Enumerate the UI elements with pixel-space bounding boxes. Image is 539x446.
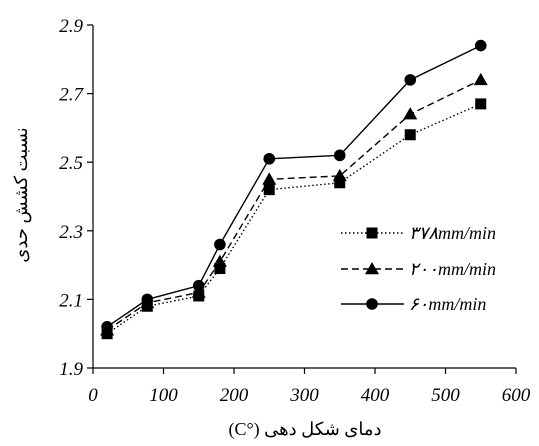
data-point: [192, 279, 205, 292]
series-line: [106, 44, 482, 328]
series-2: [100, 72, 488, 336]
data-point: [101, 321, 113, 333]
y-tick-label: 2.3: [59, 222, 83, 243]
legend-item: ۶۰mm/min: [341, 294, 486, 314]
data-point: [214, 263, 226, 275]
y-tick-label: 2.9: [59, 16, 83, 37]
x-tick-label: 200: [220, 385, 249, 406]
x-tick-label: 0: [88, 385, 98, 406]
data-point: [475, 98, 487, 110]
legend-marker: [365, 262, 379, 275]
series-layer: [100, 39, 488, 340]
data-point: [473, 72, 488, 86]
data-point: [404, 74, 417, 86]
data-point: [404, 129, 416, 141]
data-point: [334, 177, 346, 189]
data-point: [332, 168, 347, 182]
x-axis-title: دمای شکل دهی (°C): [228, 419, 381, 440]
legend-item: ۳۷۸mm/min: [341, 223, 496, 243]
x-tick-label: 600: [502, 385, 531, 406]
y-tick-label: 1.9: [59, 359, 83, 380]
legend-item: ۲۰۰mm/min: [341, 259, 496, 279]
legend-label: ۶۰mm/min: [409, 294, 486, 314]
legend-label: ۲۰۰mm/min: [409, 259, 496, 279]
data-point: [263, 152, 276, 165]
y-tick-label: 2.5: [59, 153, 83, 174]
legend-label: ۳۷۸mm/min: [409, 223, 496, 243]
legend-marker: [366, 298, 378, 310]
x-tick-label: 400: [361, 385, 390, 406]
axes: 0 100 200 300 400 500 600 1.9 2.1 2.3 2.5 2.7 2.9: [59, 16, 531, 406]
data-point: [191, 285, 206, 298]
legend: ۳۷۸mm/min ۲۰۰mm/min ۶۰mm/min: [341, 223, 496, 314]
data-point: [474, 39, 487, 52]
y-tick-label: 2.1: [59, 290, 83, 311]
legend-marker: [366, 227, 378, 239]
data-point: [214, 238, 226, 251]
data-point: [403, 107, 418, 120]
data-point: [212, 254, 227, 267]
data-point: [263, 184, 275, 196]
series-line: [106, 79, 482, 331]
series-3: [101, 39, 487, 333]
series-line: [106, 103, 482, 335]
data-point: [141, 293, 154, 306]
x-tick-label: 300: [289, 385, 319, 406]
y-axis-title: نسبت کشش حدی: [11, 127, 32, 262]
data-point: [262, 172, 277, 185]
y-tick-label: 2.7: [59, 85, 84, 106]
x-tick-label: 500: [431, 385, 460, 406]
data-point: [333, 149, 346, 162]
x-tick-label: 100: [149, 385, 178, 406]
